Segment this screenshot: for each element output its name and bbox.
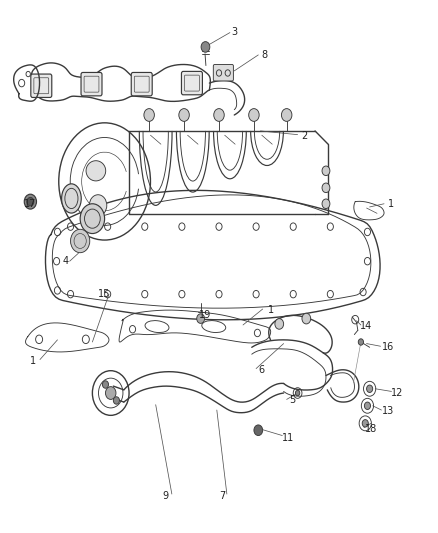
Text: 17: 17	[24, 199, 36, 209]
Text: 4: 4	[62, 256, 68, 266]
FancyBboxPatch shape	[81, 72, 102, 96]
Text: 13: 13	[382, 406, 395, 416]
Circle shape	[80, 204, 105, 233]
Text: 12: 12	[391, 388, 403, 398]
Text: 1: 1	[389, 199, 395, 209]
Circle shape	[197, 314, 205, 324]
Text: 1: 1	[30, 356, 36, 366]
FancyBboxPatch shape	[131, 72, 152, 96]
Text: 16: 16	[382, 342, 395, 352]
Circle shape	[71, 229, 90, 253]
FancyBboxPatch shape	[213, 64, 233, 81]
Circle shape	[362, 419, 368, 427]
Circle shape	[322, 166, 330, 175]
Circle shape	[214, 109, 224, 122]
Text: 8: 8	[262, 50, 268, 60]
Circle shape	[24, 194, 36, 209]
FancyBboxPatch shape	[181, 71, 202, 95]
Text: 15: 15	[99, 289, 111, 299]
Ellipse shape	[89, 195, 107, 216]
Text: 2: 2	[301, 131, 307, 141]
Circle shape	[364, 402, 371, 409]
Text: 11: 11	[282, 433, 294, 443]
Text: 19: 19	[199, 310, 211, 320]
Circle shape	[106, 386, 116, 399]
Circle shape	[201, 42, 210, 52]
Circle shape	[254, 425, 263, 435]
Text: 9: 9	[162, 491, 169, 501]
Circle shape	[249, 109, 259, 122]
Circle shape	[302, 313, 311, 324]
Ellipse shape	[62, 184, 81, 213]
Circle shape	[322, 199, 330, 208]
Circle shape	[179, 109, 189, 122]
Circle shape	[295, 390, 300, 395]
Text: 3: 3	[231, 27, 237, 37]
Circle shape	[282, 109, 292, 122]
Text: 1: 1	[268, 305, 274, 315]
Circle shape	[275, 319, 284, 329]
Circle shape	[358, 339, 364, 345]
Text: 6: 6	[259, 365, 265, 375]
Circle shape	[102, 381, 109, 388]
Ellipse shape	[86, 161, 106, 181]
Circle shape	[144, 109, 154, 122]
Text: 7: 7	[219, 491, 226, 501]
Circle shape	[322, 183, 330, 192]
Circle shape	[113, 397, 120, 404]
Circle shape	[367, 385, 373, 392]
Text: 5: 5	[289, 395, 296, 406]
Circle shape	[27, 197, 34, 206]
FancyBboxPatch shape	[31, 74, 52, 98]
Text: 18: 18	[365, 424, 377, 434]
Text: 14: 14	[360, 321, 373, 331]
